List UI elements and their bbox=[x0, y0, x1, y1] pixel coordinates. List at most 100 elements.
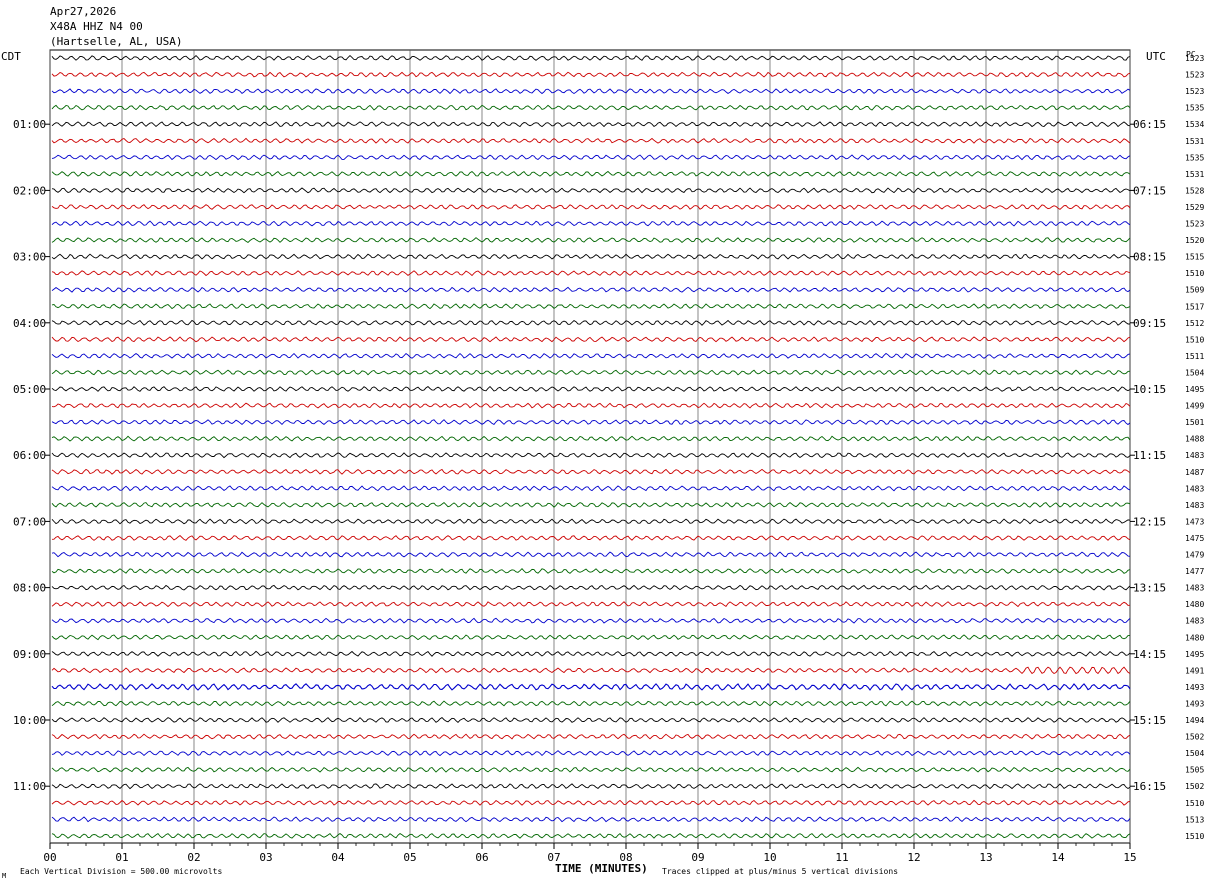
left-hour-label-4: 04:00 bbox=[13, 317, 46, 330]
trace-18 bbox=[51, 336, 1131, 343]
pc-value-5: 1534 bbox=[1185, 120, 1204, 129]
x-tick-label-00: 00 bbox=[43, 851, 56, 864]
pc-value-10: 1529 bbox=[1185, 203, 1204, 212]
trace-34 bbox=[51, 601, 1131, 608]
pc-value-13: 1515 bbox=[1185, 253, 1204, 262]
right-hour-label-11: 16:15 bbox=[1133, 780, 1166, 793]
trace-48 bbox=[51, 832, 1131, 839]
left-hour-label-10: 10:00 bbox=[13, 714, 46, 727]
pc-value-45: 1502 bbox=[1185, 782, 1204, 791]
x-tick-label-11: 11 bbox=[835, 851, 848, 864]
trace-21 bbox=[51, 385, 1131, 392]
trace-4 bbox=[51, 104, 1131, 111]
pc-value-19: 1511 bbox=[1185, 352, 1204, 361]
pc-value-44: 1505 bbox=[1185, 766, 1204, 775]
right-hour-label-10: 15:15 bbox=[1133, 714, 1166, 727]
trace-44 bbox=[51, 766, 1131, 773]
pc-value-6: 1531 bbox=[1185, 137, 1204, 146]
left-hour-label-6: 06:00 bbox=[13, 449, 46, 462]
trace-47 bbox=[51, 816, 1131, 823]
right-hour-label-5: 10:15 bbox=[1133, 383, 1166, 396]
trace-39 bbox=[51, 682, 1131, 691]
left-hour-label-9: 09:00 bbox=[13, 648, 46, 661]
utc-axis-title: UTC bbox=[1146, 50, 1166, 63]
trace-25 bbox=[51, 452, 1131, 459]
trace-30 bbox=[51, 534, 1131, 541]
right-hour-label-8: 13:15 bbox=[1133, 582, 1166, 595]
x-tick-label-03: 03 bbox=[259, 851, 272, 864]
trace-13 bbox=[51, 253, 1131, 260]
header-date: Apr27,2026 bbox=[50, 5, 117, 18]
pc-value-28: 1483 bbox=[1185, 501, 1204, 510]
pc-value-18: 1510 bbox=[1185, 335, 1204, 344]
trace-6 bbox=[51, 137, 1131, 144]
right-hour-label-2: 07:15 bbox=[1133, 184, 1166, 197]
pc-value-47: 1513 bbox=[1185, 815, 1204, 824]
pc-value-7: 1535 bbox=[1185, 153, 1204, 162]
x-tick-label-09: 09 bbox=[691, 851, 704, 864]
pc-value-38: 1491 bbox=[1185, 666, 1204, 675]
pc-value-34: 1480 bbox=[1185, 600, 1204, 609]
pc-value-35: 1483 bbox=[1185, 617, 1204, 626]
right-hour-label-3: 08:15 bbox=[1133, 251, 1166, 264]
pc-value-48: 1510 bbox=[1185, 832, 1204, 841]
left-hour-label-1: 01:00 bbox=[13, 118, 46, 131]
header-station: X48A HHZ N4 00 bbox=[50, 20, 143, 33]
pc-value-41: 1494 bbox=[1185, 716, 1204, 725]
pc-value-31: 1479 bbox=[1185, 551, 1204, 560]
trace-14 bbox=[51, 270, 1131, 277]
pc-value-39: 1493 bbox=[1185, 683, 1204, 692]
pc-value-24: 1488 bbox=[1185, 435, 1204, 444]
x-axis-label: TIME (MINUTES) bbox=[555, 862, 648, 875]
trace-38 bbox=[51, 666, 1131, 675]
pc-value-23: 1501 bbox=[1185, 418, 1204, 427]
clip-note: Traces clipped at plus/minus 5 vertical … bbox=[662, 867, 899, 876]
right-hour-label-4: 09:15 bbox=[1133, 317, 1166, 330]
right-hour-label-9: 14:15 bbox=[1133, 648, 1166, 661]
trace-41 bbox=[51, 717, 1131, 724]
pc-value-4: 1535 bbox=[1185, 104, 1204, 113]
pc-value-29: 1473 bbox=[1185, 517, 1204, 526]
pc-value-30: 1475 bbox=[1185, 534, 1204, 543]
trace-27 bbox=[51, 485, 1131, 492]
pc-value-1: 1523 bbox=[1185, 54, 1204, 63]
pc-value-42: 1502 bbox=[1185, 733, 1204, 742]
x-tick-label-06: 06 bbox=[475, 851, 488, 864]
trace-37 bbox=[51, 650, 1131, 657]
pc-value-32: 1477 bbox=[1185, 567, 1204, 576]
x-tick-label-07: 07 bbox=[547, 851, 560, 864]
x-tick-label-08: 08 bbox=[619, 851, 632, 864]
x-tick-label-05: 05 bbox=[403, 851, 416, 864]
trace-33 bbox=[51, 584, 1131, 591]
right-hour-label-7: 12:15 bbox=[1133, 515, 1166, 528]
pc-value-36: 1480 bbox=[1185, 633, 1204, 642]
pc-value-46: 1510 bbox=[1185, 799, 1204, 808]
pc-value-26: 1487 bbox=[1185, 468, 1204, 477]
trace-2 bbox=[51, 71, 1131, 78]
trace-17 bbox=[51, 319, 1130, 326]
pc-value-40: 1493 bbox=[1185, 699, 1204, 708]
trace-3 bbox=[51, 88, 1131, 95]
left-hour-label-8: 08:00 bbox=[13, 582, 46, 595]
x-tick-label-02: 02 bbox=[187, 851, 200, 864]
trace-7 bbox=[51, 154, 1131, 161]
pc-value-8: 1531 bbox=[1185, 170, 1204, 179]
trace-12 bbox=[51, 237, 1131, 243]
trace-45 bbox=[51, 783, 1131, 790]
footer-mark: M bbox=[2, 872, 7, 880]
trace-9 bbox=[51, 187, 1131, 194]
right-hour-label-1: 06:15 bbox=[1133, 118, 1166, 131]
trace-32 bbox=[51, 568, 1131, 574]
trace-1 bbox=[51, 54, 1131, 61]
pc-value-21: 1495 bbox=[1185, 385, 1204, 394]
scale-note: Each Vertical Division = 500.00 microvol… bbox=[20, 867, 223, 876]
trace-8 bbox=[51, 170, 1131, 177]
left-hour-label-11: 11:00 bbox=[13, 780, 46, 793]
x-tick-label-15: 15 bbox=[1123, 851, 1136, 864]
pc-value-22: 1499 bbox=[1185, 402, 1204, 411]
pc-value-2: 1523 bbox=[1185, 71, 1204, 80]
trace-31 bbox=[51, 551, 1131, 558]
trace-16 bbox=[51, 303, 1131, 310]
pc-value-3: 1523 bbox=[1185, 87, 1204, 96]
